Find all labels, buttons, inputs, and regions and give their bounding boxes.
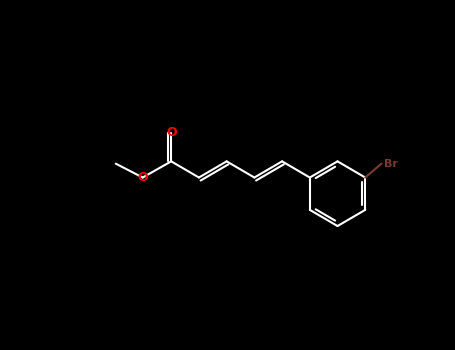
Text: Br: Br: [384, 159, 399, 169]
Text: O: O: [166, 126, 177, 139]
Text: O: O: [137, 171, 148, 184]
